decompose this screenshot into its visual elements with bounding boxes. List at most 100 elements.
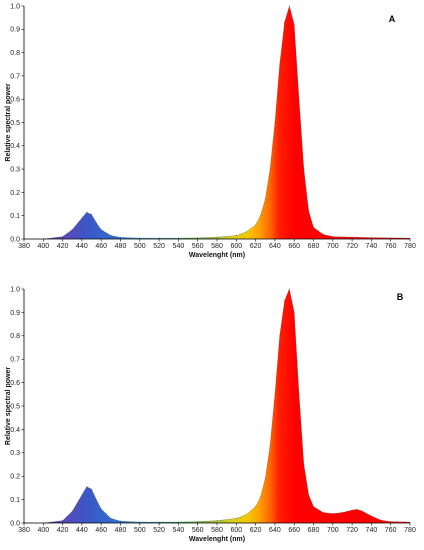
x-tick-label: 500 <box>134 243 146 250</box>
data-point <box>351 236 353 238</box>
data-point <box>269 168 271 170</box>
data-point <box>139 521 141 523</box>
data-point <box>409 237 411 239</box>
x-tick-label: 620 <box>250 243 262 250</box>
data-point <box>322 233 324 235</box>
data-point <box>216 520 218 522</box>
y-tick-label: 0.6 <box>10 97 20 104</box>
data-point <box>81 494 83 496</box>
data-point <box>245 514 247 516</box>
x-tick-label: 720 <box>346 527 358 534</box>
data-point <box>177 521 179 523</box>
data-point <box>293 311 295 313</box>
data-point <box>100 229 102 231</box>
x-tick-label: 760 <box>385 243 397 250</box>
data-point <box>288 288 290 290</box>
data-point <box>235 234 237 237</box>
data-point <box>390 521 392 523</box>
data-point <box>409 521 411 523</box>
data-point <box>119 236 122 238</box>
data-point <box>370 237 372 239</box>
y-tick-label: 0.2 <box>10 474 20 481</box>
data-point <box>312 506 315 508</box>
x-tick-label: 600 <box>230 527 242 534</box>
x-tick-label: 400 <box>37 243 49 250</box>
x-tick-label: 420 <box>57 243 69 250</box>
x-tick-label: 420 <box>57 527 69 534</box>
x-tick-label: 740 <box>366 527 378 534</box>
y-tick-label: 0.3 <box>10 167 20 174</box>
data-point <box>298 393 300 395</box>
data-point <box>283 21 286 23</box>
x-tick-label: 780 <box>404 243 416 250</box>
y-axis-title: Relative spectral power <box>5 83 12 161</box>
x-axis-title: Wavelenght (nm) <box>189 252 245 259</box>
data-point <box>95 499 97 501</box>
x-tick-label: 640 <box>269 243 281 250</box>
y-tick-label: 0.1 <box>10 497 20 504</box>
data-point <box>390 237 392 239</box>
y-tick-label: 1.0 <box>10 3 20 10</box>
y-tick-label: 0.4 <box>10 143 20 150</box>
data-point <box>71 229 73 231</box>
data-point <box>308 494 310 496</box>
x-tick-label: 760 <box>385 527 397 534</box>
x-tick-label: 560 <box>192 527 204 534</box>
x-tick-label: 480 <box>115 243 127 250</box>
y-tick-label: 0.9 <box>10 27 20 34</box>
y-tick-label: 0.2 <box>10 190 20 197</box>
x-tick-label: 640 <box>269 527 281 534</box>
data-point <box>303 168 305 170</box>
x-tick-label: 380 <box>18 243 30 250</box>
y-tick-label: 0.4 <box>10 427 20 434</box>
x-tick-label: 700 <box>327 527 339 534</box>
panel-letter: B <box>397 292 404 302</box>
data-point <box>308 210 310 212</box>
data-point <box>380 519 382 521</box>
data-point <box>269 445 271 447</box>
x-tick-label: 520 <box>153 243 165 250</box>
data-point <box>361 510 363 512</box>
data-point <box>356 508 358 511</box>
data-point <box>245 231 247 233</box>
x-tick-label: 680 <box>308 243 320 250</box>
panel-b-chart: 380 400 420 440 460 480 500 520 540 560 580 600 620 6… <box>5 286 416 543</box>
x-tick-label: 540 <box>173 243 185 250</box>
data-point <box>95 222 97 224</box>
data-point <box>274 393 276 395</box>
x-tick-label: 520 <box>153 527 165 534</box>
data-point <box>351 509 353 511</box>
spectrum-area <box>24 6 410 239</box>
y-axis-title: Relative spectral power <box>5 367 12 445</box>
data-point <box>158 521 160 523</box>
data-point <box>110 234 112 237</box>
y-tick-label: 0.0 <box>10 520 20 527</box>
x-tick-label: 460 <box>95 243 107 250</box>
y-tick-label: 0.5 <box>10 120 20 127</box>
y-tick-label: 0.7 <box>10 357 20 364</box>
x-tick-label: 580 <box>211 243 223 250</box>
data-point <box>158 237 160 239</box>
x-tick-label: 540 <box>173 527 185 534</box>
data-point <box>216 236 218 238</box>
x-tick-label: 620 <box>250 527 262 534</box>
y-tick-label: 0.5 <box>10 403 20 410</box>
data-point <box>86 211 88 213</box>
data-point <box>81 217 83 219</box>
data-point <box>197 237 199 239</box>
y-tick-label: 0.8 <box>10 333 20 340</box>
x-tick-label: 560 <box>192 243 204 250</box>
spectrum-line <box>24 5 411 240</box>
y-tick-label: 0.9 <box>10 310 20 317</box>
data-point <box>332 236 334 238</box>
data-point <box>71 510 73 512</box>
x-tick-label: 440 <box>76 243 88 250</box>
data-point <box>177 237 179 239</box>
data-point <box>279 335 281 337</box>
x-tick-label: 580 <box>211 527 223 534</box>
x-tick-label: 380 <box>18 527 30 534</box>
panel-a-chart: 380 400 420 440 460 480 500 520 540 560 580 600 620 6… <box>5 3 416 259</box>
y-tick-label: 0.0 <box>10 236 20 243</box>
x-tick-label: 600 <box>230 243 242 250</box>
